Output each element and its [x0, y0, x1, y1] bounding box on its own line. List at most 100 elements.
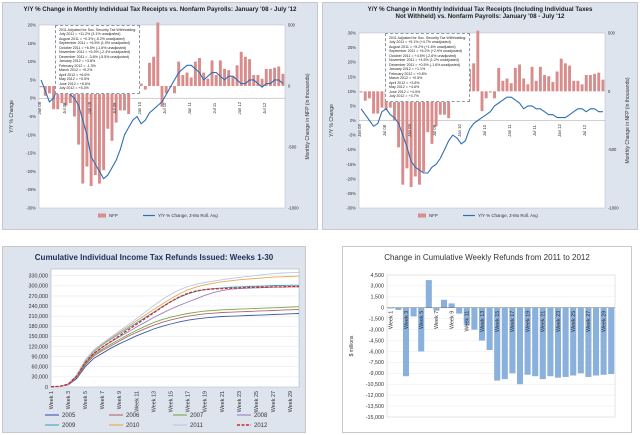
annotation-line: February 2012 = -1.3%: [59, 63, 96, 68]
series-line-2012: [50, 285, 299, 388]
annotation-line: January 2012 = +1.1%: [389, 67, 426, 72]
annotation-line: July 2012 = +5.3%: [59, 86, 89, 91]
chart-panel-refund-change: Change in Cumulative Weekly Refunds from…: [342, 246, 632, 433]
nfp-bar: [152, 56, 156, 86]
series-line-2005: [50, 313, 300, 388]
x-tick-label: Week 15: [495, 311, 501, 332]
x-tick-label: Week 17: [186, 391, 192, 412]
nfp-bar: [526, 84, 530, 92]
nfp-bar: [264, 68, 268, 86]
nfp-bar: [239, 51, 243, 86]
y-tick-label: -7,500: [369, 360, 384, 366]
chart-title: Change in Cumulative Weekly Refunds from…: [384, 253, 590, 262]
nfp-bar: [363, 91, 367, 101]
annotation-line: March 2012 = +5.2%: [59, 68, 93, 73]
x-tick-label: Jul 09: [432, 124, 437, 136]
y-axis-title: Y/Y % Change: [329, 104, 335, 137]
annotation-line: December 2011 = -3.6% (-5.5% unadjusted): [59, 54, 130, 59]
x-tick-label: Week 15: [169, 391, 175, 412]
refund-change-bar: [463, 307, 470, 326]
refund-change-bar: [478, 307, 486, 341]
nfp-bar: [513, 68, 517, 92]
legend-label: 2008: [254, 413, 268, 419]
nfp-bar: [281, 73, 285, 86]
annotation-box: 2011 Adjusted for Soc. Security Tax With…: [55, 25, 141, 94]
refund-change-bar: [570, 307, 577, 376]
nfp-bar: [417, 91, 421, 185]
refund-change-bar: [494, 307, 501, 381]
y-axis-title: $ millions: [349, 335, 355, 356]
legend-label: 2009: [62, 423, 76, 429]
annotation-line: March 2012 = +0.5%: [389, 76, 423, 81]
x-tick-label: Week 3: [404, 311, 410, 329]
y-tick-label: -20%: [26, 169, 36, 174]
annotation-box: 2011 Adjusted for Soc. Security Tax With…: [385, 33, 471, 102]
nfp-bar: [256, 75, 260, 86]
annotation-line: November 2011 = +4.5% (1.2% unadjusted): [389, 58, 459, 63]
nfp-bar: [401, 91, 405, 185]
legend-label: 2012: [254, 423, 268, 429]
nfp-bar: [559, 58, 563, 92]
tax-receipts-incl-chart: 30% 25% 20% 15% 10% 5% 0% -5% -10% -15% -20% -25% -3…: [329, 31, 631, 219]
refund-change-bar: [402, 307, 410, 377]
y-tick-label: 15%: [28, 41, 37, 46]
y-tick-label: 5%: [350, 103, 356, 108]
x-tick-label: Week 7: [434, 311, 440, 329]
yoy-change-line: [40, 64, 284, 180]
annotation-line: October 2011 = +6.5% (-1.6% unadjusted): [59, 45, 127, 50]
x-tick-label: Jul 08: [382, 124, 387, 136]
x-tick-label: Week 5: [83, 391, 89, 409]
nfp-bar: [397, 91, 401, 148]
x-tick-label: Week 9: [117, 391, 123, 409]
x-tick-label: Jan 09: [87, 101, 92, 114]
nfp-bar: [359, 91, 363, 93]
nfp-bar: [206, 78, 210, 86]
nfp-bar: [405, 91, 409, 169]
nfp-bar: [185, 72, 189, 86]
y-tick-label: -6,000: [369, 349, 384, 355]
x-tick-label: Jan 11: [507, 124, 512, 137]
annotation-line: April 2012 = +3.8%: [389, 80, 420, 85]
y-tick-label: -30%: [26, 206, 36, 211]
annotation-line: November 2011 = +5.3% (-2.4% unadjusted): [59, 50, 131, 55]
x-tick-label: Week 3: [66, 391, 72, 409]
refund-change-bar: [600, 307, 607, 375]
y-tick-label: -15,000: [366, 415, 384, 421]
refund-change-bar: [509, 307, 516, 374]
nfp-bar: [543, 75, 547, 92]
chart-title: Cumulative Individual Income Tax Refunds…: [34, 253, 274, 262]
y-tick-label: 210,000: [29, 314, 49, 320]
nfp-bar: [193, 61, 197, 86]
annotation-line: June 2012 = +4.5%: [389, 89, 421, 94]
nfp-bar: [580, 84, 584, 92]
refund-change-chart: 4,500 3,000 1,500 0 -1,500 -3,000 -4,500 -6,000…: [349, 273, 616, 421]
x-tick-label: Week 17: [510, 311, 516, 332]
nfp-bar: [367, 91, 371, 99]
x-tick-label: Jul 11: [532, 124, 537, 136]
nfp-bar: [509, 83, 513, 92]
legend-label: Y/Y % Change, 3-Mo Roll. Avg: [478, 213, 538, 218]
legend-label: 2010: [126, 423, 140, 429]
x-tick-label: Jan 10: [137, 101, 142, 114]
nfp-bar: [563, 63, 567, 92]
y2-tick-label: -500: [288, 145, 297, 150]
chart-panel-cumulative-refunds: Cumulative Individual Income Tax Refunds…: [2, 246, 306, 433]
nfp-bar: [422, 91, 426, 172]
y-tick-label: 10%: [348, 89, 357, 94]
refund-change-bar: [532, 307, 539, 377]
legend-label: Y/Y % Change, 3-Mo Roll. Avg: [158, 213, 218, 218]
y-tick-label: 30%: [348, 31, 357, 36]
nfp-bar: [413, 91, 417, 177]
x-tick-label: Jan 12: [557, 124, 562, 137]
y-tick-label: -20%: [346, 176, 356, 181]
y-tick-label: 0: [45, 385, 48, 391]
y-tick-label: 0%: [30, 96, 36, 101]
nfp-bar: [273, 67, 277, 86]
y-tick-label: 0: [381, 306, 384, 312]
nfp-bar: [123, 86, 126, 111]
y2-tick-label: 500: [608, 31, 616, 36]
nfp-bar: [56, 86, 60, 110]
x-tick-label: Jul 10: [482, 124, 487, 136]
nfp-bar: [114, 86, 118, 123]
y-tick-label: 90,000: [32, 354, 49, 360]
